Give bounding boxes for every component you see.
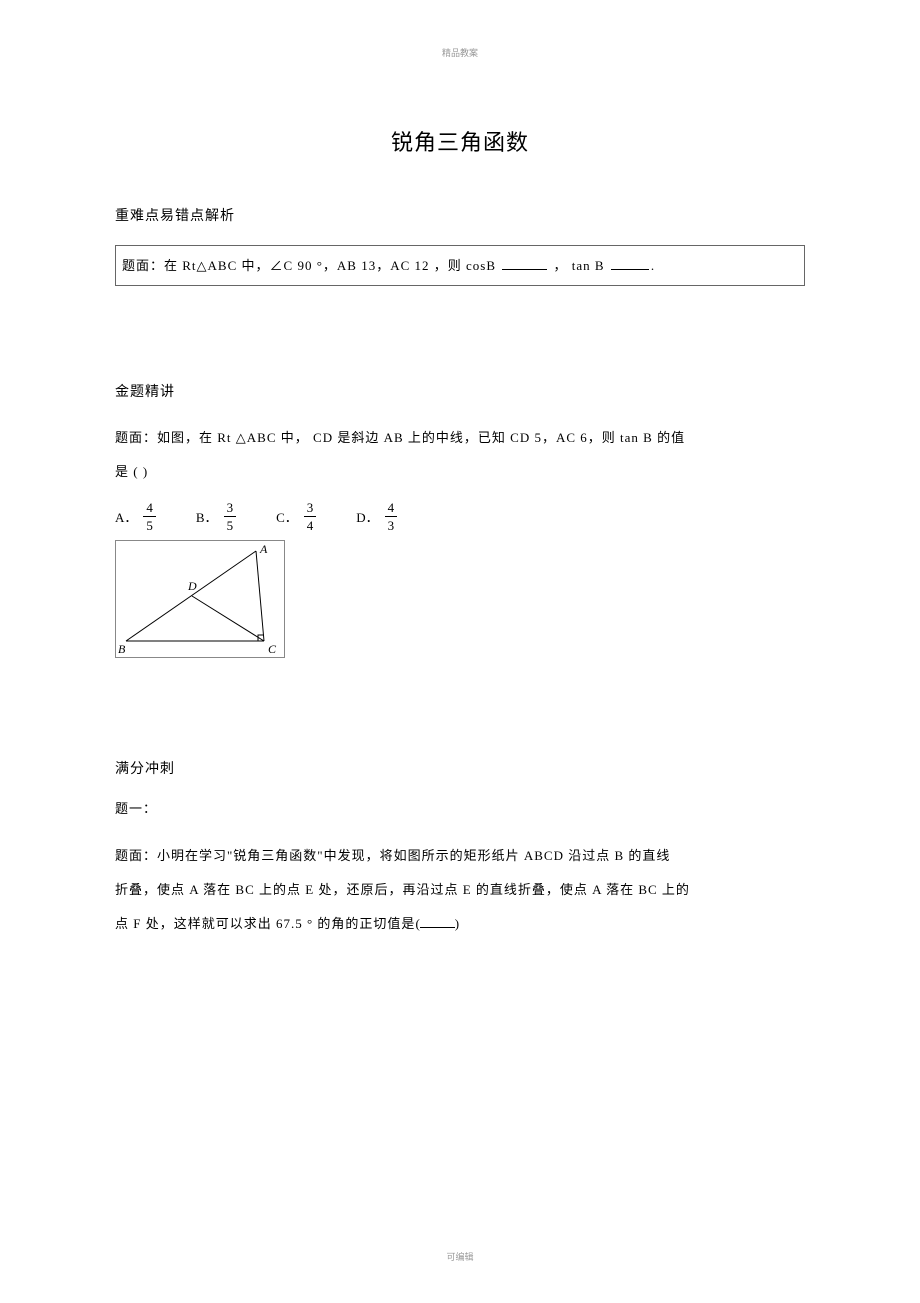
q2-line1a: 题面：如图，在 Rt [115, 430, 236, 445]
option-A-den: 5 [143, 517, 156, 532]
section3-heading: 满分冲刺 [115, 758, 805, 778]
option-C-label: C． [276, 507, 298, 526]
svg-text:D: D [187, 579, 197, 593]
svg-text:B: B [118, 642, 126, 656]
q3-label: 题一： [115, 798, 805, 817]
option-C-num: 3 [304, 501, 317, 517]
svg-text:C: C [268, 642, 277, 656]
q1-blank1 [502, 257, 547, 270]
option-D-fraction: 4 3 [385, 501, 398, 532]
option-D: D． 4 3 [356, 501, 397, 532]
q1-text-mid1: ABC 中，∠C 90 °，AB 13，AC 12 ，则 cosB [208, 258, 496, 273]
header-watermark: 精品教案 [442, 46, 478, 59]
page-content: 锐角三角函数 重难点易错点解析 题面：在 Rt△ABC 中，∠C 90 °，AB… [0, 0, 920, 940]
question1-box: 题面：在 Rt△ABC 中，∠C 90 °，AB 13，AC 12 ，则 cos… [115, 245, 805, 286]
option-A: A． 4 5 [115, 501, 156, 532]
footer-watermark: 可编辑 [446, 1250, 473, 1263]
q1-triangle-symbol: △ [197, 258, 208, 273]
q1-text-end: . [651, 258, 655, 273]
q2-options: A． 4 5 B． 3 5 C． 3 4 D． 4 3 [115, 501, 805, 532]
q3-line1: 题面：小明在学习"锐角三角函数"中发现，将如图所示的矩形纸片 ABCD 沿过点 … [115, 848, 670, 863]
q3-line3a: 点 F 处，这样就可以求出 67.5 ° 的角的正切值是 [115, 916, 415, 931]
option-B-den: 5 [224, 517, 237, 532]
triangle-svg: A B C D [116, 541, 284, 657]
option-A-label: A． [115, 507, 137, 526]
q1-text-mid2: ， tan B [554, 258, 605, 273]
option-C-den: 4 [304, 517, 317, 532]
option-D-den: 3 [385, 517, 398, 532]
option-B-num: 3 [224, 501, 237, 517]
q3-paren: () [415, 907, 459, 941]
q2-line1b: ABC 中， CD 是斜边 AB 上的中线，已知 CD 5，AC 6，则 tan… [247, 430, 685, 445]
option-D-num: 4 [385, 501, 398, 517]
option-C-fraction: 3 4 [304, 501, 317, 532]
q2-figure: A B C D [115, 540, 285, 658]
option-C: C． 3 4 [276, 501, 316, 532]
q2-triangle-symbol: △ [236, 430, 247, 445]
q3-blank [420, 915, 455, 928]
option-B: B． 3 5 [196, 501, 236, 532]
q1-text-prefix: 题面：在 Rt [122, 258, 197, 273]
page-title: 锐角三角函数 [115, 125, 805, 157]
option-D-label: D． [356, 507, 378, 526]
question3-text: 题面：小明在学习"锐角三角函数"中发现，将如图所示的矩形纸片 ABCD 沿过点 … [115, 839, 805, 940]
svg-text:A: A [259, 542, 268, 556]
option-B-fraction: 3 5 [224, 501, 237, 532]
question2-text: 题面：如图，在 Rt △ABC 中， CD 是斜边 AB 上的中线，已知 CD … [115, 421, 805, 489]
q3-line3b: ) [455, 916, 459, 931]
section1-heading: 重难点易错点解析 [115, 205, 805, 225]
section2-heading: 金题精讲 [115, 381, 805, 401]
option-A-num: 4 [143, 501, 156, 517]
option-A-fraction: 4 5 [143, 501, 156, 532]
option-B-label: B． [196, 507, 218, 526]
q2-line2: 是 ( ) [115, 464, 148, 479]
q1-blank2 [611, 257, 649, 270]
q3-line2: 折叠，使点 A 落在 BC 上的点 E 处，还原后，再沿过点 E 的直线折叠，使… [115, 882, 690, 897]
